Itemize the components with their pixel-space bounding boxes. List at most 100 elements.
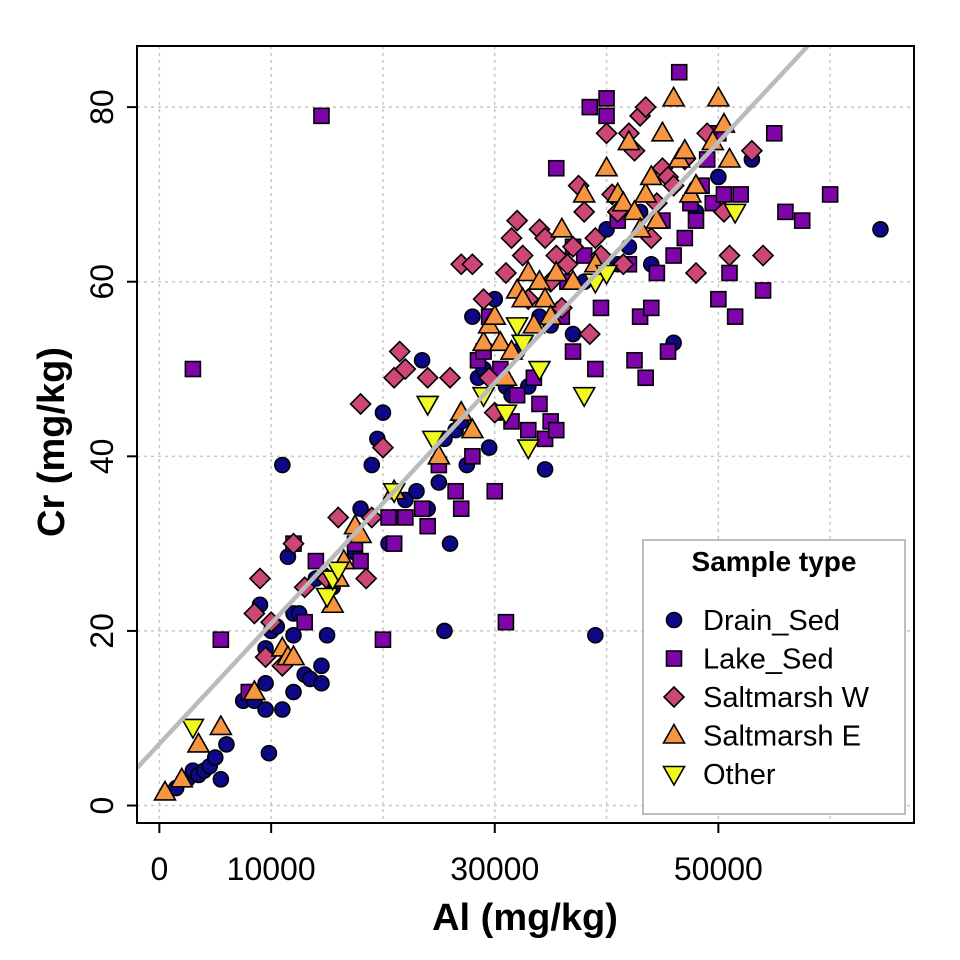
point-lake-sed	[626, 351, 643, 369]
point-drain-sed	[274, 456, 291, 474]
point-saltmarsh-w	[561, 235, 585, 258]
point-saltmarsh-e	[426, 443, 451, 465]
point-saltmarsh-e	[661, 85, 686, 107]
point-lake-sed	[715, 186, 733, 203]
point-saltmarsh-e	[717, 146, 742, 168]
y-tick-label: 60	[84, 264, 120, 300]
x-axis-title: Al (mg/kg)	[432, 897, 618, 939]
point-lake-sed	[793, 212, 811, 229]
legend-label-saltmarsh-e: Saltmarsh E	[703, 721, 861, 753]
point-saltmarsh-e	[684, 173, 708, 194]
point-drain-sed	[285, 626, 302, 644]
point-lake-sed	[380, 509, 397, 526]
point-saltmarsh-w	[248, 567, 272, 590]
x-tick-label: 50000	[674, 851, 763, 887]
point-drain-sed	[313, 675, 330, 692]
point-lake-sed	[754, 282, 772, 299]
point-saltmarsh-w	[371, 436, 395, 459]
legend-marker-saltmarsh-e	[662, 722, 686, 744]
point-drain-sed	[285, 683, 302, 701]
point-saltmarsh-e	[208, 714, 233, 736]
point-saltmarsh-e	[186, 731, 211, 753]
point-saltmarsh-w	[584, 226, 607, 250]
y-tick-label: 0	[84, 797, 120, 815]
point-saltmarsh-e	[471, 330, 496, 352]
point-lake-sed	[519, 421, 537, 439]
point-drain-sed	[408, 482, 425, 500]
point-drain-sed	[710, 168, 727, 186]
point-drain-sed	[318, 626, 336, 644]
point-drain-sed	[464, 308, 481, 325]
point-other	[415, 395, 440, 417]
point-lake-sed	[777, 203, 794, 221]
point-drain-sed	[363, 456, 381, 474]
point-saltmarsh-w	[573, 200, 596, 224]
point-other	[516, 439, 541, 461]
point-saltmarsh-e	[594, 155, 619, 177]
point-saltmarsh-e	[611, 190, 636, 212]
point-saltmarsh-w	[438, 366, 462, 389]
data-points	[153, 63, 889, 801]
point-lake-sed	[726, 308, 744, 325]
point-lake-sed	[447, 482, 464, 500]
point-lake-sed	[648, 264, 666, 282]
point-saltmarsh-e	[650, 120, 675, 142]
point-drain-sed	[436, 622, 453, 640]
point-saltmarsh-e	[488, 330, 513, 352]
point-drain-sed	[257, 675, 274, 692]
point-lake-sed	[564, 343, 582, 360]
point-lake-sed	[296, 613, 313, 631]
point-lake-sed	[765, 125, 783, 142]
point-saltmarsh-w	[718, 244, 741, 267]
point-saltmarsh-e	[527, 269, 552, 291]
point-lake-sed	[307, 552, 325, 570]
point-lake-sed	[464, 448, 481, 465]
point-saltmarsh-w	[511, 244, 534, 267]
point-saltmarsh-e	[644, 207, 669, 229]
point-lake-sed	[581, 98, 599, 116]
plot-border	[136, 45, 915, 824]
point-saltmarsh-e	[281, 644, 306, 666]
point-lake-sed	[665, 247, 682, 264]
x-tick-label: 30000	[450, 851, 539, 887]
point-saltmarsh-e	[153, 779, 177, 801]
point-drain-sed	[257, 701, 274, 718]
point-saltmarsh-e	[572, 181, 597, 203]
legend-label-drain-sed: Drain_Sed	[703, 605, 840, 637]
point-saltmarsh-e	[482, 304, 507, 325]
point-other	[527, 360, 552, 382]
point-lake-sed	[721, 264, 738, 282]
point-lake-sed	[486, 482, 504, 500]
point-lake-sed	[419, 517, 436, 535]
point-lake-sed	[547, 159, 565, 177]
point-saltmarsh-e	[672, 138, 697, 160]
point-saltmarsh-e	[622, 199, 647, 221]
y-tick-label: 80	[84, 89, 120, 125]
point-lake-sed	[598, 107, 615, 125]
legend-title: Sample type	[692, 546, 857, 577]
point-drain-sed	[430, 474, 448, 491]
point-saltmarsh-e	[169, 766, 194, 788]
point-saltmarsh-w	[494, 261, 518, 285]
point-drain-sed	[480, 439, 498, 456]
point-saltmarsh-w	[243, 602, 266, 625]
point-lake-sed	[212, 631, 230, 648]
point-other	[326, 561, 351, 583]
legend-label-lake-sed: Lake_Sed	[703, 644, 834, 676]
point-drain-sed	[441, 535, 459, 552]
point-lake-sed	[637, 369, 654, 387]
point-lake-sed	[547, 421, 565, 439]
point-drain-sed	[536, 461, 554, 478]
point-lake-sed	[676, 229, 694, 247]
point-lake-sed	[531, 395, 548, 413]
point-lake-sed	[821, 186, 839, 203]
point-saltmarsh-e	[639, 164, 664, 186]
point-other	[315, 587, 339, 609]
point-drain-sed	[564, 325, 582, 343]
point-drain-sed	[413, 351, 431, 369]
point-lake-sed	[710, 290, 727, 308]
point-saltmarsh-w	[595, 122, 618, 145]
legend-marker-saltmarsh-w	[662, 685, 686, 709]
point-drain-sed	[352, 500, 369, 518]
